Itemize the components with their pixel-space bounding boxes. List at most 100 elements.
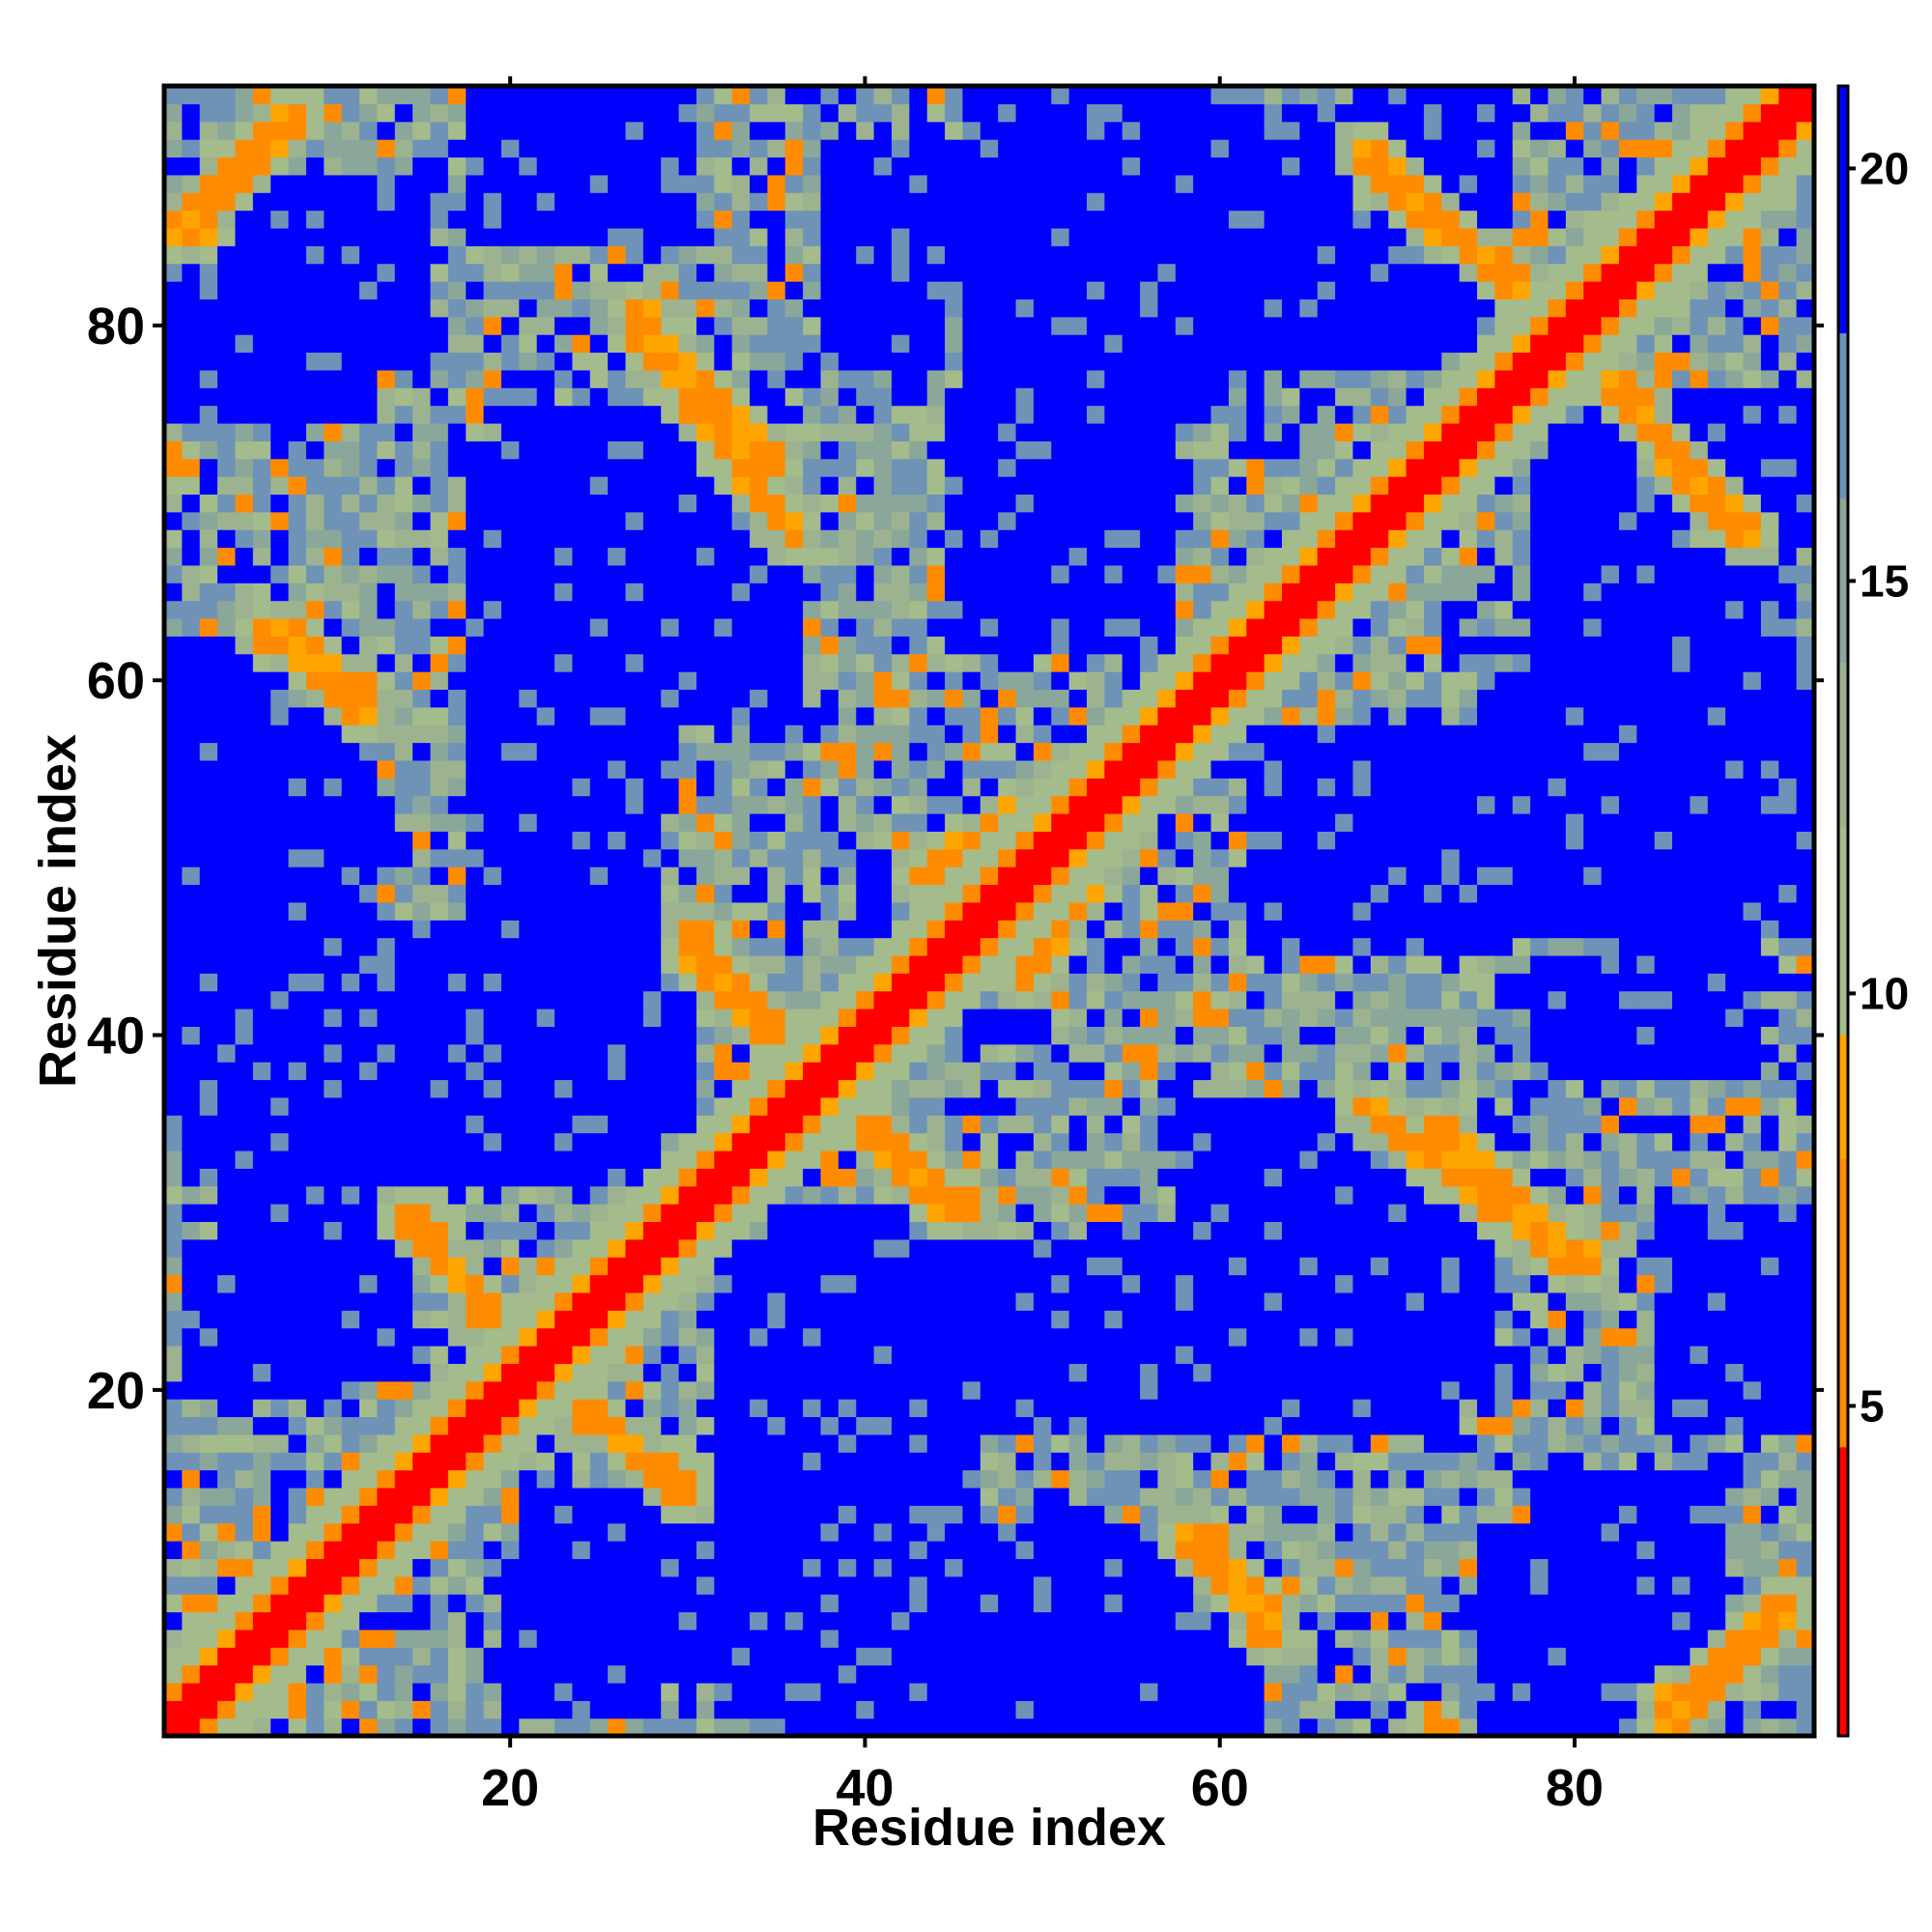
heatmap-cell: [1015, 901, 1035, 921]
heatmap-cell: [642, 636, 662, 655]
heatmap-cell: [856, 884, 875, 903]
heatmap-cell: [820, 1629, 839, 1648]
heatmap-cell: [554, 812, 574, 832]
heatmap-cell: [873, 795, 893, 814]
heatmap-cell: [926, 724, 946, 744]
heatmap-cell: [1051, 1009, 1070, 1027]
heatmap-cell: [891, 547, 910, 566]
heatmap-cell: [784, 901, 804, 921]
heatmap-cell: [784, 1026, 804, 1045]
heatmap-cell: [394, 778, 413, 797]
heatmap-cell: [750, 617, 769, 637]
heatmap-cell: [182, 1487, 201, 1506]
heatmap-cell: [217, 973, 237, 992]
heatmap-cell: [182, 1168, 201, 1187]
heatmap-cell: [252, 724, 271, 744]
heatmap-cell: [962, 689, 981, 708]
heatmap-cell: [926, 759, 946, 779]
heatmap-cell: [359, 476, 378, 496]
heatmap-cell: [678, 867, 697, 886]
heatmap-cell: [642, 422, 662, 441]
heatmap-cell: [962, 369, 981, 388]
heatmap-cell: [430, 210, 449, 229]
heatmap-cell: [873, 1204, 893, 1222]
heatmap-cell: [412, 511, 432, 530]
heatmap-cell: [412, 245, 432, 265]
heatmap-cell: [377, 156, 396, 176]
heatmap-cell: [696, 795, 715, 814]
heatmap-cell: [341, 812, 360, 832]
heatmap-cell: [572, 1150, 591, 1169]
heatmap-cell: [554, 387, 574, 407]
heatmap-cell: [891, 1522, 910, 1542]
heatmap-cell: [412, 263, 432, 282]
heatmap-cell: [714, 263, 733, 282]
heatmap-cell: [926, 795, 946, 814]
heatmap-cell: [217, 281, 237, 299]
heatmap-cell: [856, 636, 875, 655]
heatmap-cell: [678, 1594, 697, 1613]
heatmap-cell: [466, 192, 485, 212]
heatmap-cell: [1104, 848, 1123, 867]
heatmap-cell: [909, 759, 928, 779]
heatmap-cell: [199, 1345, 218, 1364]
heatmap-cell: [519, 156, 538, 176]
heatmap-cell: [500, 547, 520, 566]
heatmap-cell: [909, 954, 928, 974]
heatmap-cell: [696, 86, 715, 104]
heatmap-cell: [625, 369, 644, 388]
heatmap-cell: [483, 1611, 502, 1631]
heatmap-cell: [714, 547, 733, 566]
heatmap-cell: [270, 174, 290, 193]
heatmap-cell: [164, 564, 183, 583]
heatmap-cell: [856, 742, 875, 761]
heatmap-cell: [164, 689, 183, 708]
heatmap-cell: [1033, 245, 1052, 265]
heatmap-cell: [1087, 1452, 1105, 1471]
heatmap-cell: [377, 901, 396, 921]
heatmap-cell: [430, 1399, 449, 1418]
heatmap-cell: [447, 476, 467, 496]
heatmap-cell: [661, 1363, 680, 1382]
heatmap-cell: [678, 706, 697, 725]
heatmap-cell: [714, 1718, 733, 1737]
heatmap-cell: [750, 369, 769, 388]
heatmap-cell: [696, 1452, 715, 1471]
heatmap-cell: [856, 210, 875, 229]
heatmap-cell: [945, 636, 964, 655]
heatmap-cell: [1068, 1416, 1088, 1435]
heatmap-cell: [731, 1611, 751, 1631]
heatmap-cell: [714, 1700, 733, 1719]
heatmap-cell: [182, 298, 201, 318]
heatmap-cell: [625, 617, 644, 637]
heatmap-cell: [235, 1168, 254, 1187]
heatmap-cell: [962, 1540, 981, 1559]
heatmap-cell: [909, 1026, 928, 1045]
heatmap-cell: [1104, 1079, 1123, 1098]
heatmap-cell: [661, 1043, 680, 1063]
heatmap-cell: [519, 1718, 538, 1737]
heatmap-cell: [1015, 476, 1035, 496]
heatmap-cell: [891, 1629, 910, 1648]
heatmap-cell: [838, 281, 857, 299]
heatmap-cell: [430, 867, 449, 886]
heatmap-cell: [803, 1718, 822, 1737]
heatmap-cell: [696, 1629, 715, 1648]
heatmap-cell: [731, 689, 751, 708]
heatmap-cell: [589, 1700, 609, 1719]
heatmap-cell: [678, 1505, 697, 1524]
heatmap-cell: [324, 1026, 343, 1045]
heatmap-cell: [359, 778, 378, 797]
heatmap-cell: [324, 1009, 343, 1027]
heatmap-cell: [926, 1043, 946, 1063]
heatmap-cell: [359, 316, 378, 335]
heatmap-cell: [642, 1558, 662, 1577]
heatmap-cell: [731, 724, 751, 744]
heatmap-cell: [803, 1185, 822, 1205]
heatmap-cell: [909, 1434, 928, 1453]
heatmap-cell: [288, 884, 307, 903]
heatmap-cell: [962, 1434, 981, 1453]
heatmap-cell: [838, 724, 857, 744]
heatmap-cell: [430, 671, 449, 691]
heatmap-cell: [394, 352, 413, 371]
